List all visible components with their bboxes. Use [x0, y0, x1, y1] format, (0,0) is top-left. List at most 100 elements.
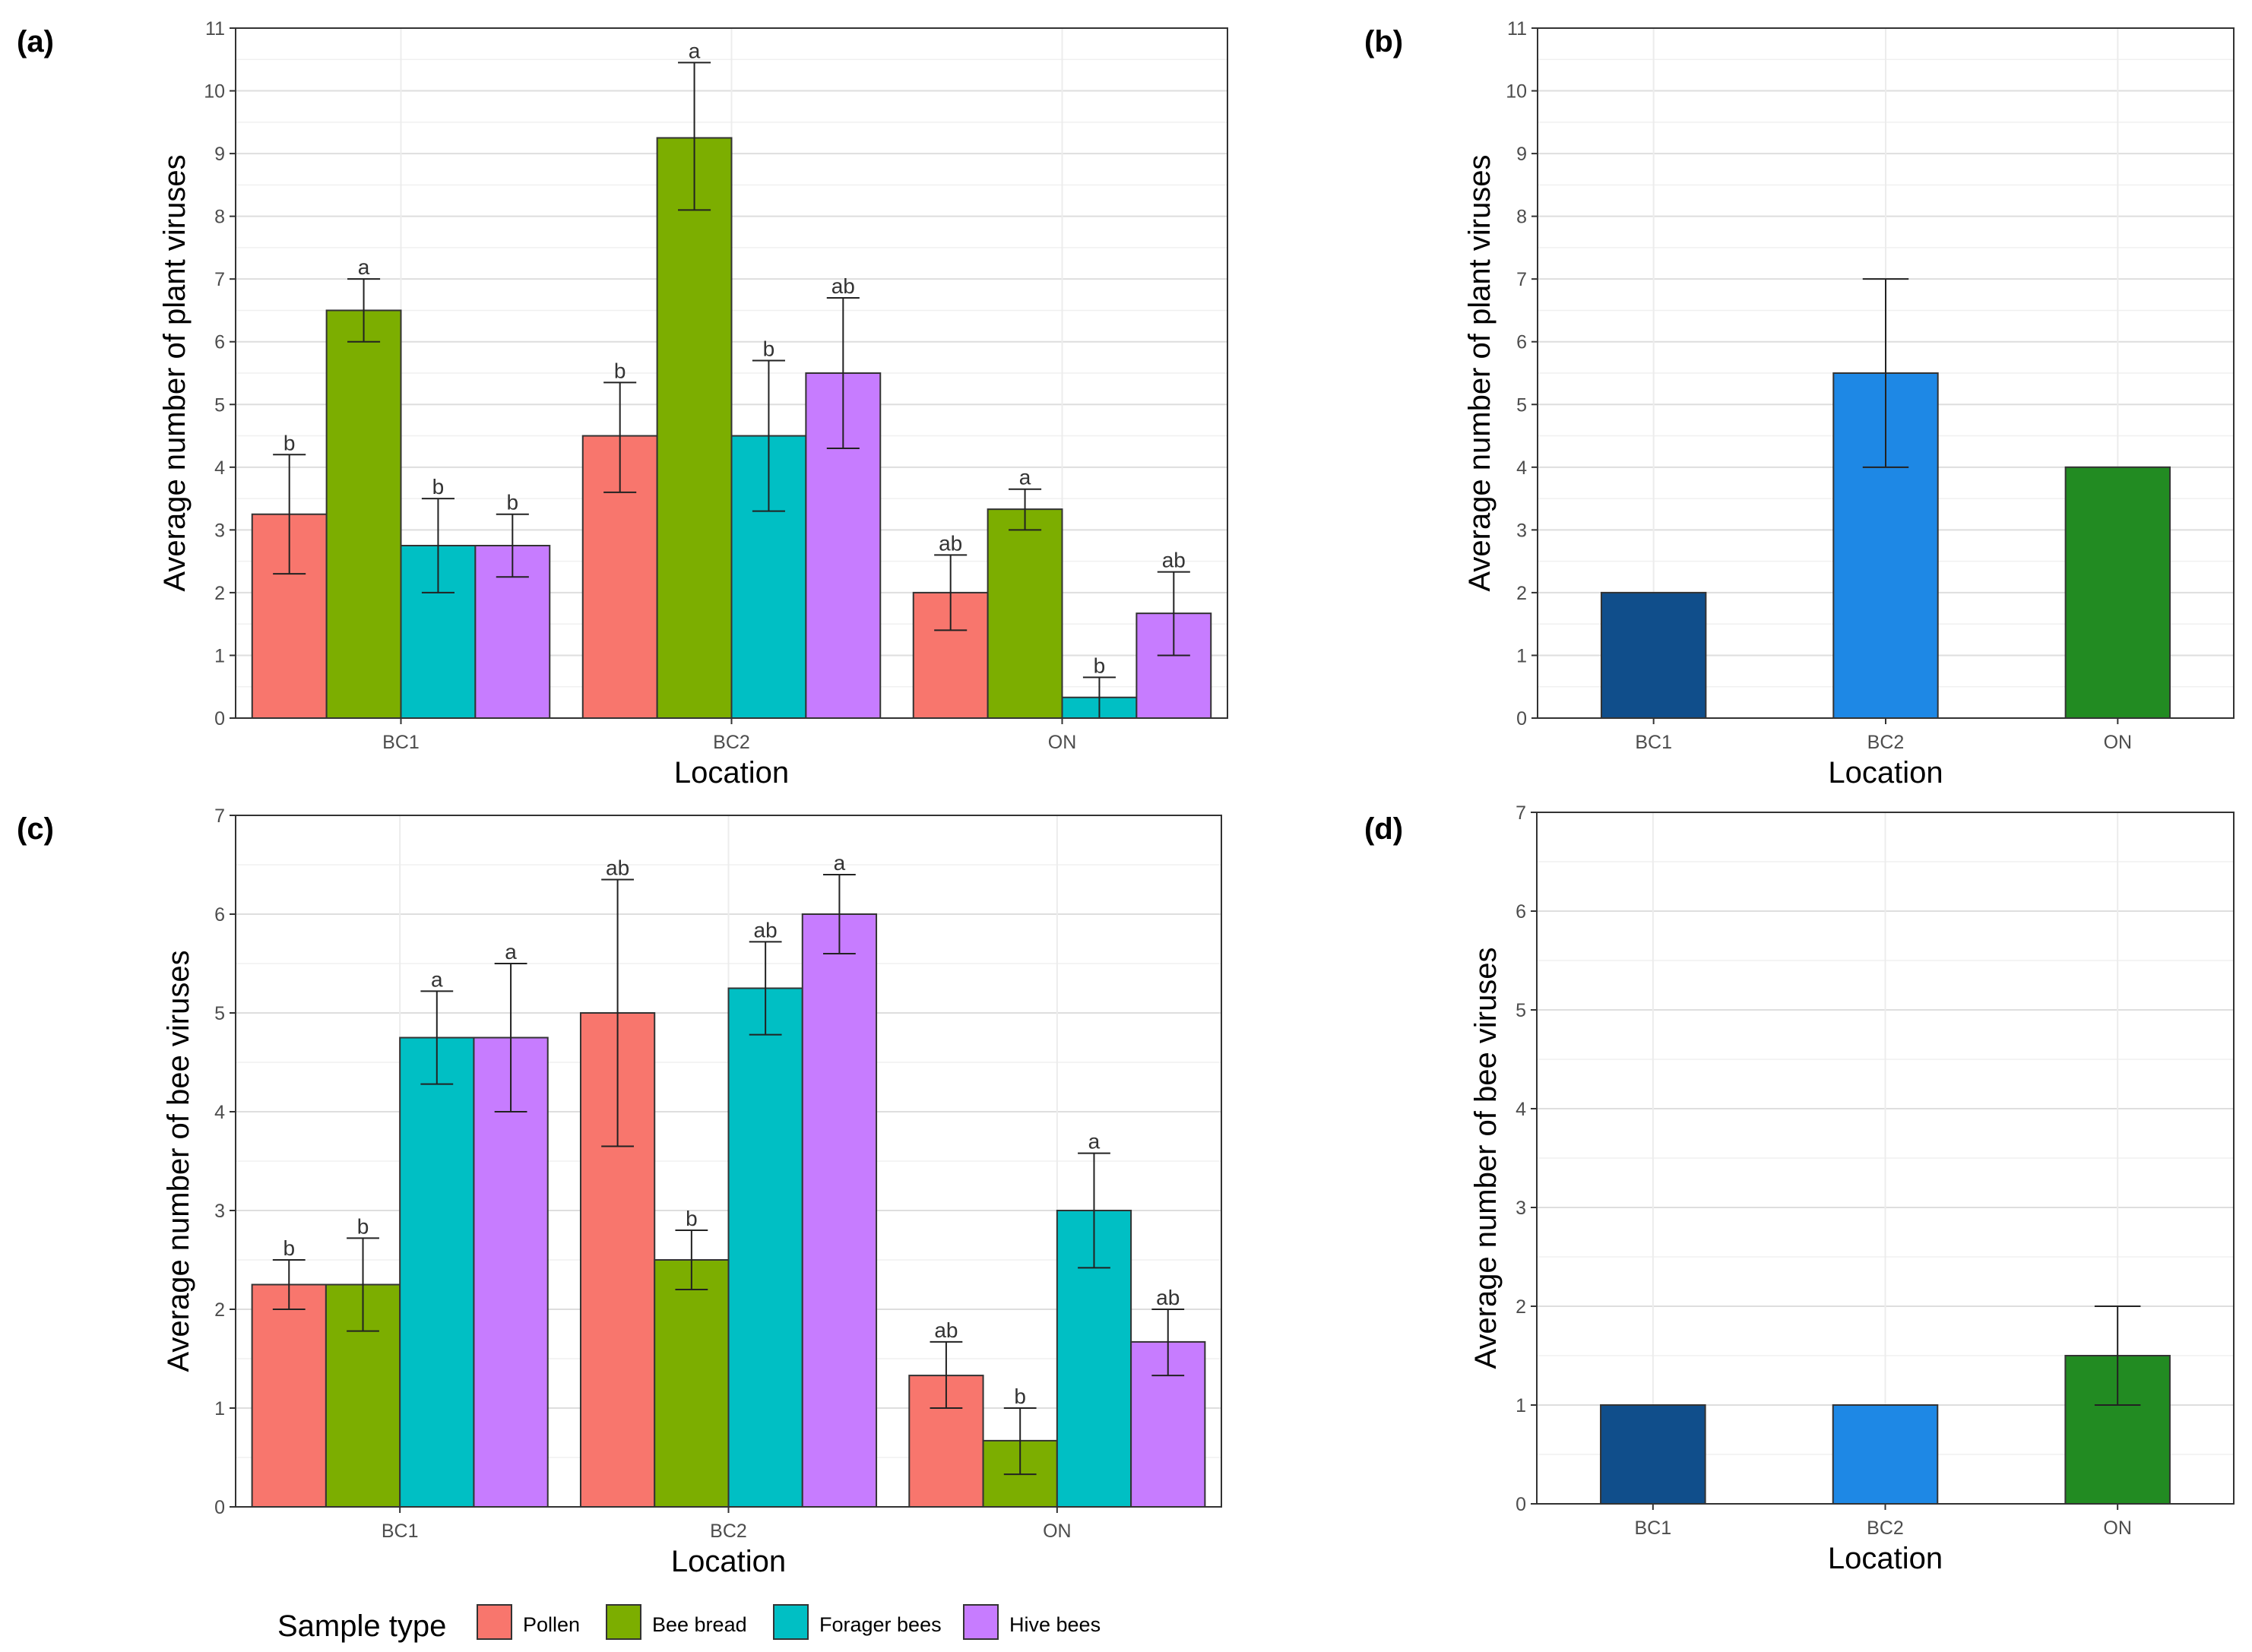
significance-label: b	[283, 431, 296, 454]
significance-label: b	[763, 337, 775, 360]
y-tick-label: 7	[214, 269, 225, 290]
x-axis-title: Location	[1828, 1542, 1943, 1575]
y-tick-label: 4	[214, 457, 225, 479]
legend-swatch-bee-bread	[606, 1604, 641, 1640]
bar-bc1	[1600, 1404, 1706, 1505]
y-tick-label: 9	[214, 144, 225, 165]
significance-label: a	[358, 255, 370, 279]
significance-label: a	[689, 39, 701, 62]
y-tick-label: 2	[1516, 583, 1527, 604]
y-axis-title: Average number of plant viruses	[1463, 154, 1497, 591]
panel-label: (a)	[17, 25, 54, 59]
y-tick-label: 5	[1516, 394, 1527, 416]
significance-label: ab	[606, 856, 629, 880]
significance-label: a	[431, 967, 443, 991]
y-tick-label: 2	[1516, 1296, 1526, 1318]
y-tick-label: 8	[214, 207, 225, 228]
significance-label: ab	[754, 918, 778, 942]
x-tick-label: BC1	[1635, 1517, 1672, 1539]
y-tick-label: 3	[1516, 520, 1527, 541]
legend-label: Bee bread	[652, 1613, 747, 1636]
legend-title: Sample type	[277, 1609, 446, 1643]
significance-label: ab	[831, 274, 855, 298]
y-tick-label: 6	[1516, 332, 1527, 353]
y-tick-label: 5	[214, 394, 225, 416]
y-tick-label: 9	[1516, 144, 1527, 165]
x-tick-label: BC1	[382, 732, 420, 753]
legend-label: Hive bees	[1009, 1613, 1101, 1636]
significance-label: b	[357, 1214, 369, 1238]
bar-bee-bread-on	[987, 508, 1063, 720]
significance-label: a	[1088, 1130, 1101, 1154]
bar-hive-bees-bc2	[801, 913, 878, 1508]
y-tick-label: 8	[1516, 207, 1527, 228]
significance-label: b	[507, 491, 519, 514]
legend-label: Pollen	[523, 1613, 580, 1636]
y-tick-label: 0	[214, 1497, 225, 1518]
y-tick-label: 7	[214, 805, 225, 827]
significance-label: ab	[1162, 549, 1186, 572]
significance-label: a	[834, 851, 846, 875]
y-tick-label: 2	[214, 583, 225, 604]
y-axis-title: Average number of bee viruses	[1469, 947, 1503, 1369]
y-tick-label: 11	[1507, 18, 1527, 40]
significance-label: b	[686, 1207, 698, 1230]
legend-label: Forager bees	[819, 1613, 942, 1636]
y-tick-label: 6	[214, 904, 225, 926]
legend-swatch-hive-bees	[963, 1604, 999, 1640]
bar-hive-bees-bc1	[473, 1036, 549, 1508]
y-tick-label: 1	[214, 1398, 225, 1419]
legend: Sample type Pollen Bee bread Forager bees Hi…	[277, 1604, 1101, 1643]
y-tick-label: 1	[1516, 1395, 1526, 1416]
x-tick-label: ON	[1048, 732, 1077, 753]
significance-label: b	[1014, 1385, 1026, 1408]
legend-swatch-forager-bees	[773, 1604, 809, 1640]
y-axis-title: Average number of plant viruses	[158, 154, 192, 591]
panel-label: (d)	[1364, 812, 1403, 846]
legend-swatch-pollen	[477, 1604, 512, 1640]
significance-label: b	[432, 475, 445, 498]
y-tick-label: 2	[214, 1299, 225, 1321]
y-tick-label: 4	[1516, 1099, 1526, 1120]
significance-label: ab	[1156, 1286, 1180, 1309]
significance-label: a	[505, 940, 517, 964]
y-tick-label: 0	[1516, 1494, 1526, 1515]
y-tick-label: 0	[214, 708, 225, 729]
y-tick-label: 5	[214, 1003, 225, 1024]
x-tick-label: BC1	[382, 1521, 419, 1542]
x-tick-label: BC2	[713, 732, 750, 753]
y-tick-label: 0	[1516, 708, 1527, 729]
y-tick-label: 4	[214, 1102, 225, 1123]
x-tick-label: BC2	[1867, 732, 1905, 753]
y-tick-label: 10	[204, 81, 225, 103]
y-tick-label: 1	[214, 645, 225, 666]
bar-bee-bread-bc1	[325, 309, 402, 720]
bar-bc1	[1600, 591, 1707, 720]
y-tick-label: 4	[1516, 457, 1527, 479]
panel-label: (c)	[17, 812, 54, 846]
y-tick-label: 7	[1516, 802, 1526, 824]
x-tick-label: BC1	[1635, 732, 1672, 753]
x-tick-label: BC2	[1867, 1517, 1904, 1539]
x-tick-label: ON	[2103, 1517, 2132, 1539]
x-tick-label: ON	[2104, 732, 2133, 753]
bar-on	[2064, 1355, 2171, 1505]
y-tick-label: 7	[1516, 269, 1527, 290]
bar-bee-bread-bc2	[656, 137, 733, 720]
x-axis-title: Location	[674, 756, 789, 790]
y-tick-label: 5	[1516, 1000, 1526, 1021]
significance-label: ab	[934, 1318, 958, 1342]
y-tick-label: 6	[214, 332, 225, 353]
y-tick-label: 1	[1516, 645, 1527, 666]
bar-forager-bees-bc1	[399, 1036, 475, 1508]
significance-label: a	[1019, 466, 1031, 489]
significance-label: b	[1094, 654, 1106, 677]
y-tick-label: 11	[205, 18, 225, 40]
y-tick-label: 10	[1506, 81, 1527, 103]
panel-label: (b)	[1364, 25, 1403, 59]
panel-b: (b) 0 1 2 3 4 5 6 7 8 9 10 11 BC1 BC2 ON Location Average…	[1364, 18, 2235, 790]
x-axis-title: Location	[671, 1545, 786, 1578]
bar-forager-bees-bc2	[727, 987, 803, 1508]
